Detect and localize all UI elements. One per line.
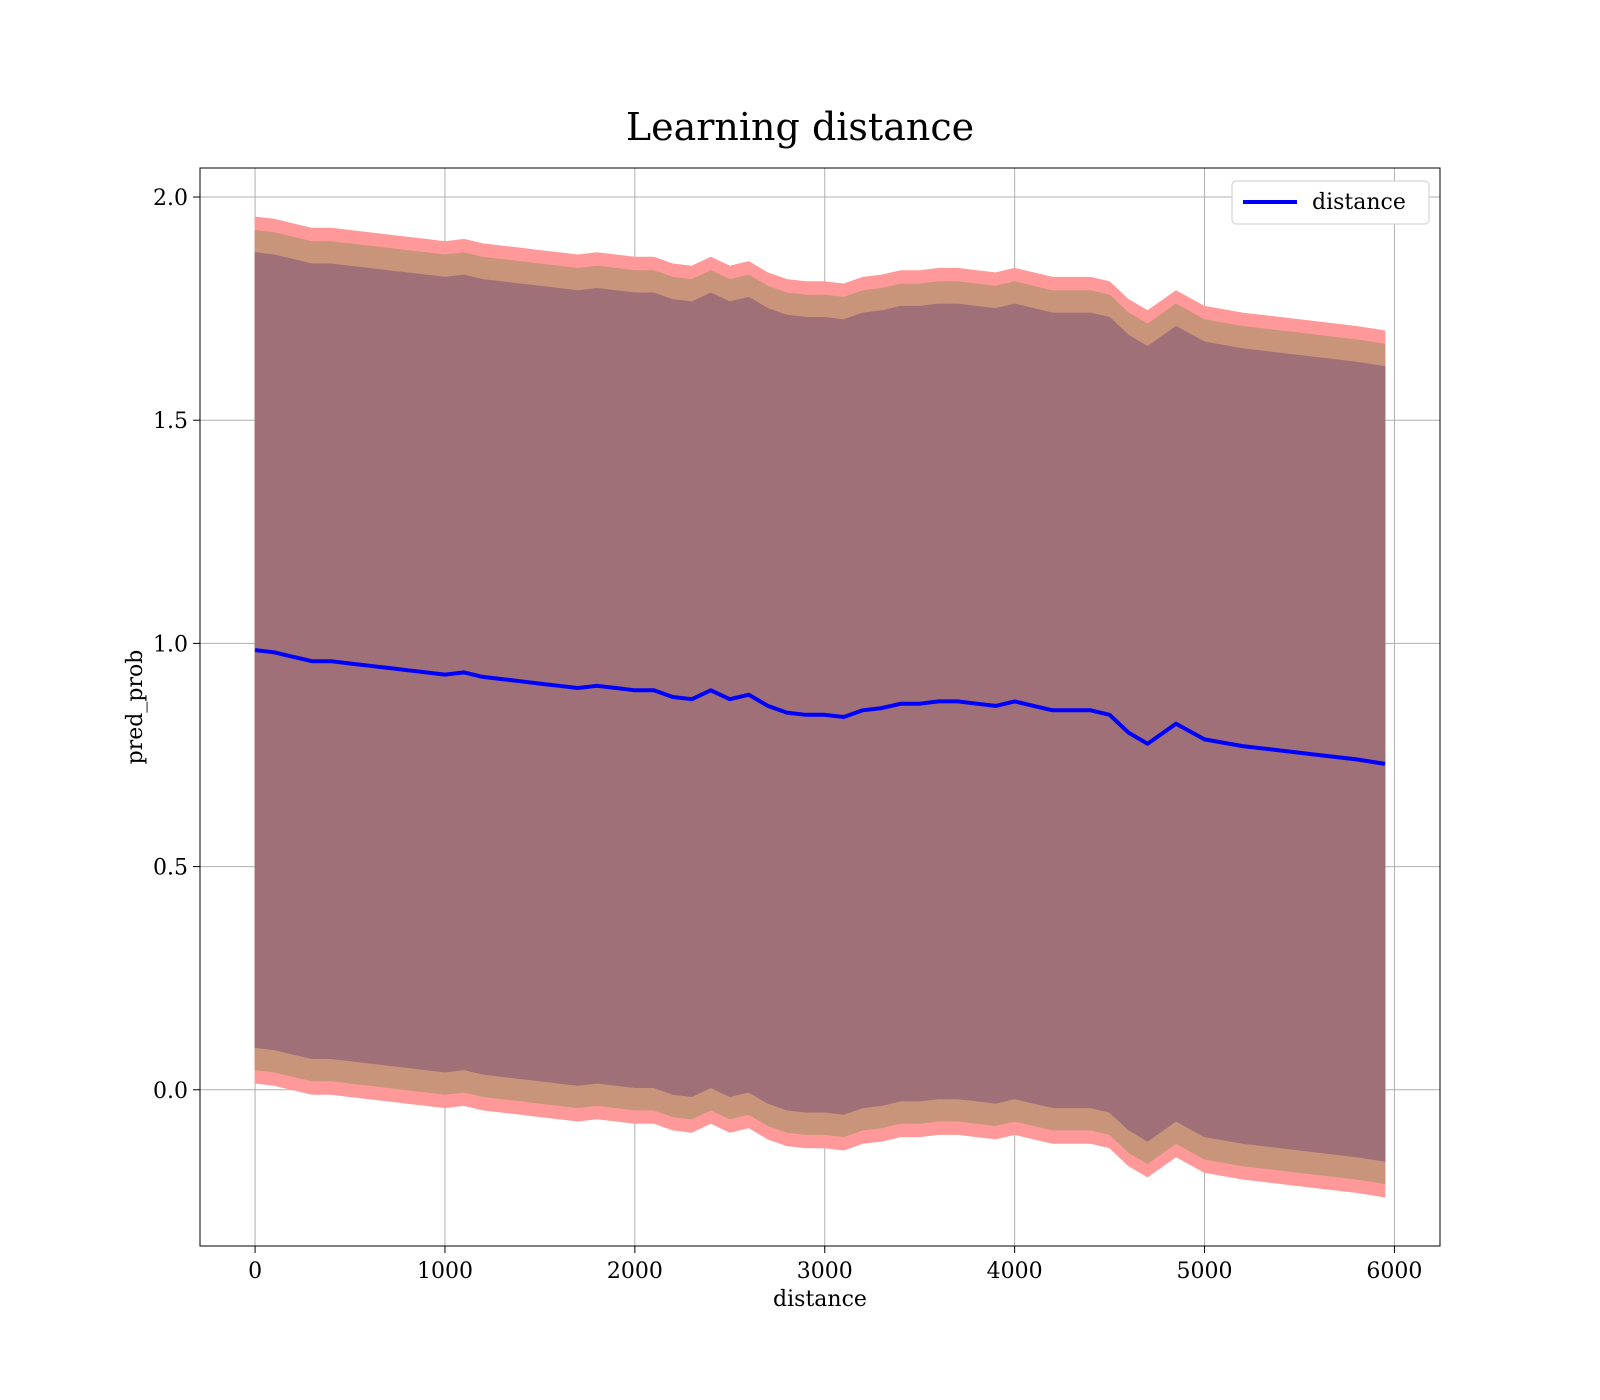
x-tick-label-5: 5000 — [1177, 1259, 1233, 1284]
axes-frame — [199, 167, 1441, 1247]
x-tick-label-2: 2000 — [607, 1259, 663, 1284]
x-axis-label: distance — [773, 1287, 867, 1312]
band-inner — [254, 252, 1386, 1162]
x-tick-label-0: 0 — [248, 1259, 262, 1284]
plot-area: 0 1000 2000 3000 4000 5000 6000 0.0 0.5 1.0 1.5 2.0 — [153, 167, 1441, 1284]
series-line-distance — [254, 648, 1386, 766]
legend-box — [1231, 180, 1430, 225]
y-tick-label-1: 0.5 — [153, 856, 188, 881]
y-tick-label-2: 1.0 — [153, 632, 188, 657]
x-tick-label-4: 4000 — [987, 1259, 1043, 1284]
y-tick-label-0: 0.0 — [153, 1079, 188, 1104]
y-tick-label-4: 2.0 — [153, 186, 188, 211]
y-tick-label-3: 1.5 — [153, 409, 188, 434]
x-tick-label-3: 3000 — [797, 1259, 853, 1284]
x-tick-label-6: 6000 — [1366, 1259, 1422, 1284]
x-tick-label-1: 1000 — [417, 1259, 473, 1284]
legend: distance — [1231, 180, 1430, 225]
legend-label: distance — [1312, 190, 1406, 215]
y-axis-label: pred_prob — [123, 650, 148, 765]
chart-title: Learning distance — [626, 105, 974, 149]
